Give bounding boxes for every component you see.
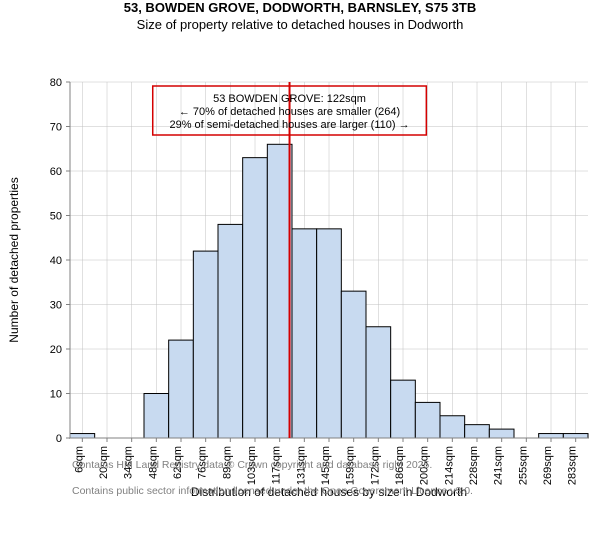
svg-text:Number of detached properties: Number of detached properties <box>7 177 21 342</box>
histogram-bar <box>218 224 243 438</box>
histogram-bar <box>144 393 169 438</box>
svg-text:50: 50 <box>50 210 62 222</box>
callout-line: ← 70% of detached houses are smaller (26… <box>179 106 400 118</box>
histogram-bar <box>539 433 564 437</box>
histogram-bar <box>391 380 416 438</box>
attribution-text: Contains HM Land Registry data © Crown c… <box>72 446 473 499</box>
histogram-bar <box>563 433 588 437</box>
attribution-line1: Contains HM Land Registry data © Crown c… <box>72 459 432 471</box>
histogram-bar <box>292 229 317 438</box>
svg-text:10: 10 <box>50 388 62 400</box>
chart-container: 53, BOWDEN GROVE, DODWORTH, BARNSLEY, S7… <box>0 0 600 500</box>
callout-line: 53 BOWDEN GROVE: 122sqm <box>213 93 366 105</box>
svg-text:269sqm: 269sqm <box>542 446 554 485</box>
svg-text:80: 80 <box>50 77 62 89</box>
histogram-bar <box>489 429 514 438</box>
svg-text:70: 70 <box>50 121 62 133</box>
histogram-bar <box>465 424 490 437</box>
svg-text:30: 30 <box>50 299 62 311</box>
histogram-bar <box>267 144 292 438</box>
chart-title: 53, BOWDEN GROVE, DODWORTH, BARNSLEY, S7… <box>0 0 600 17</box>
svg-text:255sqm: 255sqm <box>517 446 529 485</box>
histogram-bar <box>366 327 391 438</box>
histogram-bar <box>243 157 268 437</box>
svg-text:283sqm: 283sqm <box>567 446 579 485</box>
histogram-bar <box>169 340 194 438</box>
svg-text:60: 60 <box>50 166 62 178</box>
svg-text:40: 40 <box>50 255 62 267</box>
histogram-bar <box>317 229 342 438</box>
histogram-bar <box>70 433 95 437</box>
svg-text:241sqm: 241sqm <box>493 446 505 485</box>
histogram-bar <box>341 291 366 438</box>
callout-line: 29% of semi-detached houses are larger (… <box>169 119 409 131</box>
attribution-line2: Contains public sector information licen… <box>72 485 473 497</box>
svg-text:0: 0 <box>56 433 62 445</box>
histogram-bar <box>415 402 440 438</box>
histogram-bar <box>193 251 218 438</box>
histogram-bar <box>440 416 465 438</box>
svg-text:20: 20 <box>50 344 62 356</box>
chart-subtitle: Size of property relative to detached ho… <box>0 17 600 34</box>
